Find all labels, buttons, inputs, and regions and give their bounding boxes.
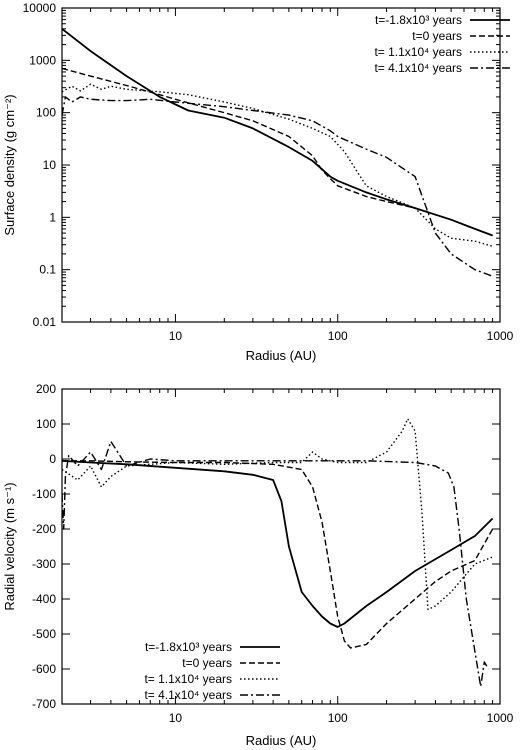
y-tick-label: 1000 — [29, 53, 56, 67]
y-tick-label: -400 — [32, 592, 56, 606]
series-line-3 — [62, 440, 490, 688]
legend-label: t=0 years — [182, 656, 232, 670]
y-tick-label: 0 — [49, 452, 56, 466]
y-axis-label: Radial velocity (m s⁻¹) — [2, 482, 17, 610]
legend-label: t=0 years — [412, 29, 462, 43]
series-line-1 — [62, 67, 493, 237]
series-line-2 — [62, 83, 493, 247]
y-tick-label: -600 — [32, 662, 56, 676]
legend: t=-1.8x10³ years t=0 years t= 1.1x10⁴ year… — [374, 13, 510, 75]
series-line-3 — [62, 96, 493, 277]
y-tick-label: 1 — [49, 210, 56, 224]
series-line-0 — [62, 28, 493, 237]
legend-label: t= 1.1x10⁴ years — [374, 45, 462, 59]
legend-label: t=-1.8x10³ years — [145, 640, 232, 654]
y-tick-label: 100 — [36, 417, 56, 431]
x-axis-label: Radius (AU) — [246, 348, 317, 363]
y-tick-label: 0.01 — [33, 315, 57, 329]
legend-label: t= 1.1x10⁴ years — [144, 672, 232, 686]
y-tick-label: -200 — [32, 522, 56, 536]
plot-frame — [61, 388, 501, 705]
legend-label: t=-1.8x10³ years — [375, 13, 462, 27]
x-axis-label: Radius (AU) — [246, 733, 317, 748]
series-line-0 — [62, 459, 494, 628]
y-axis-label: Surface density (g cm⁻²) — [2, 94, 17, 235]
legend: t=-1.8x10³ years t=0 years t= 1.1x10⁴ year… — [144, 640, 280, 702]
x-tick-label: 100 — [328, 711, 348, 725]
y-tick-label: 10 — [43, 158, 57, 172]
y-tick-label: -500 — [32, 627, 56, 641]
y-tick-label: 100 — [36, 106, 56, 120]
x-tick-label: 100 — [328, 329, 348, 343]
legend-label: t= 4.1x10⁴ years — [144, 688, 232, 702]
radial-velocity-chart: 10 100 10002001000-100-200-300-400-500-600… — [2, 382, 514, 748]
series-line-2 — [62, 418, 493, 611]
plot-frame — [61, 7, 501, 323]
y-tick-label: 10000 — [23, 1, 57, 15]
y-tick-label: -100 — [32, 487, 56, 501]
x-tick-label: 10 — [169, 711, 183, 725]
x-tick-label: 1000 — [487, 711, 514, 725]
legend-label: t= 4.1x10⁴ years — [374, 61, 462, 75]
y-tick-label: -300 — [32, 557, 56, 571]
y-tick-label: -700 — [32, 697, 56, 711]
series-line-1 — [62, 460, 494, 649]
surface-density-chart: 10 100 1000 0.01 0.1 1 10 100 1000 10000 Radius (A… — [2, 1, 514, 363]
x-tick-label: 10 — [169, 329, 183, 343]
y-tick-label: 0.1 — [39, 263, 56, 277]
y-tick-label: 200 — [36, 382, 56, 396]
x-tick-label: 1000 — [487, 329, 514, 343]
